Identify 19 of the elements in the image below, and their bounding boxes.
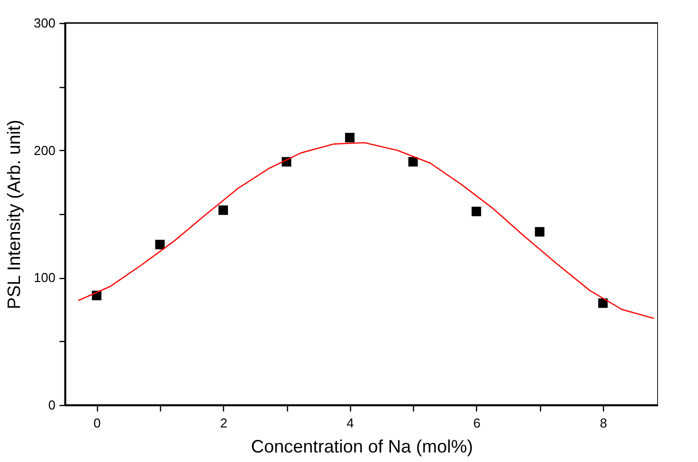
point [598, 298, 608, 308]
x-tick-label: 2 [220, 416, 228, 430]
point [345, 132, 355, 142]
x-tick-label: 6 [473, 416, 480, 430]
line-series [78, 142, 655, 320]
x-tick-label: 0 [94, 416, 101, 430]
x-tick-label: 4 [346, 416, 354, 430]
y-tick-label: 0 [48, 398, 56, 412]
point [155, 240, 165, 250]
y-tick-label: 300 [34, 16, 56, 30]
point [408, 157, 418, 167]
y-tick-label: 100 [34, 270, 56, 286]
x-axis-title: Concentration of Na (mol%) [250, 436, 474, 456]
point [534, 227, 544, 237]
point [218, 205, 228, 215]
x-tick-label: 8 [600, 416, 608, 430]
y-axis-title: PSL Intensity (Arb. unit) [4, 120, 24, 310]
y-tick-label: 200 [34, 142, 56, 158]
point [472, 206, 482, 216]
